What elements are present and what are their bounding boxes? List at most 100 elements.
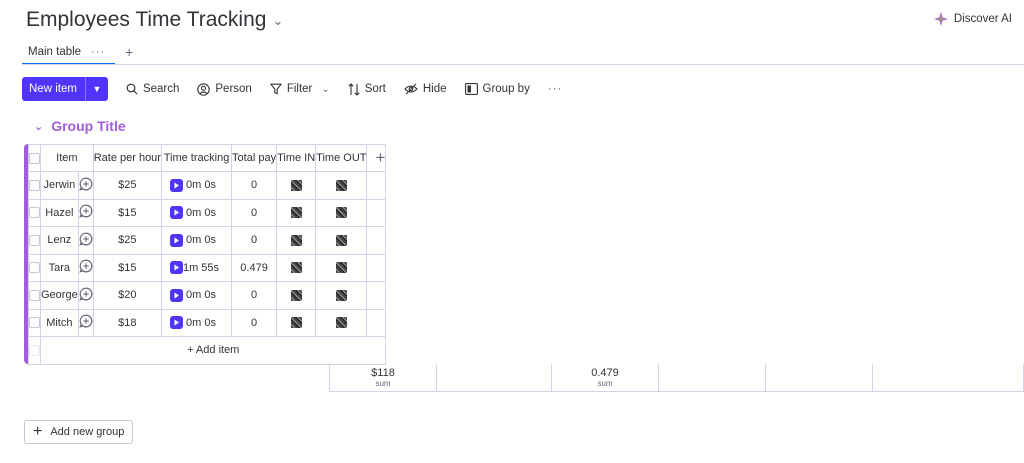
add-update-icon[interactable] xyxy=(78,287,93,301)
select-all-checkbox[interactable] xyxy=(28,144,41,172)
column-header-total-pay[interactable]: Total pay xyxy=(231,144,278,172)
sort-button[interactable]: Sort xyxy=(348,82,386,96)
add-update-button[interactable] xyxy=(77,281,94,310)
pay-summary-cell[interactable]: 0.479 sum xyxy=(552,364,659,391)
add-update-button[interactable] xyxy=(77,226,94,255)
row-checkbox[interactable] xyxy=(28,198,41,227)
item-name-cell[interactable]: Lenz xyxy=(40,226,79,255)
column-header-time-in[interactable]: Time IN xyxy=(276,144,317,172)
time-out-cell[interactable] xyxy=(315,281,368,310)
time-out-cell[interactable] xyxy=(315,226,368,255)
row-checkbox[interactable] xyxy=(28,281,41,310)
file-thumbnail-icon[interactable] xyxy=(335,262,347,274)
rate-cell[interactable]: $18 xyxy=(92,308,162,337)
rate-cell[interactable]: $15 xyxy=(92,253,162,282)
column-header-rate[interactable]: Rate per hour xyxy=(92,144,162,172)
time-tracking-cell[interactable]: 0m 0s xyxy=(160,171,233,200)
time-out-cell[interactable] xyxy=(315,171,368,200)
column-header-time-tracking[interactable]: Time tracking xyxy=(160,144,233,172)
add-update-icon[interactable] xyxy=(78,259,93,273)
item-name-cell[interactable]: Hazel xyxy=(40,198,79,227)
column-header-item[interactable]: Item xyxy=(40,144,94,172)
group-header[interactable]: ⌄ Group Title xyxy=(34,118,126,134)
add-update-button[interactable] xyxy=(77,198,94,227)
hide-button[interactable]: Hide xyxy=(404,83,447,95)
total-pay-cell[interactable]: 0 xyxy=(231,281,278,310)
play-icon[interactable] xyxy=(169,288,183,302)
item-name-cell[interactable]: George xyxy=(40,281,79,310)
checkbox-icon[interactable] xyxy=(29,207,40,219)
new-item-button[interactable]: New item ▼ xyxy=(22,77,108,101)
time-out-cell[interactable] xyxy=(315,198,368,227)
checkbox-icon[interactable] xyxy=(29,234,40,246)
time-tracking-cell[interactable]: 0m 0s xyxy=(160,308,233,337)
add-update-icon[interactable] xyxy=(78,314,93,328)
play-icon[interactable] xyxy=(169,178,183,192)
add-update-button[interactable] xyxy=(77,171,94,200)
chevron-down-icon[interactable]: ▼ xyxy=(92,84,102,94)
time-tracking-cell[interactable]: 0m 0s xyxy=(160,281,233,310)
row-checkbox[interactable] xyxy=(28,253,41,282)
time-in-cell[interactable] xyxy=(276,253,317,282)
time-in-cell[interactable] xyxy=(276,281,317,310)
total-pay-cell[interactable]: 0 xyxy=(231,171,278,200)
add-view-button[interactable]: + xyxy=(125,44,134,60)
checkbox-icon[interactable] xyxy=(29,289,40,301)
time-tracking-cell[interactable]: 0m 0s xyxy=(160,226,233,255)
time-in-cell[interactable] xyxy=(276,308,317,337)
item-name-cell[interactable]: Mitch xyxy=(40,308,79,337)
more-options-button[interactable]: ··· xyxy=(547,83,563,95)
file-thumbnail-icon[interactable] xyxy=(290,289,302,301)
column-header-time-out[interactable]: Time OUT xyxy=(315,144,368,172)
file-thumbnail-icon[interactable] xyxy=(335,317,347,329)
chevron-down-icon[interactable]: ⌄ xyxy=(34,120,44,133)
add-update-button[interactable] xyxy=(77,253,94,282)
time-tracking-cell[interactable]: 1m 55s xyxy=(160,253,233,282)
discover-ai-button[interactable]: Discover AI xyxy=(933,12,1012,26)
file-thumbnail-icon[interactable] xyxy=(290,317,302,329)
file-thumbnail-icon[interactable] xyxy=(290,234,302,246)
time-in-cell[interactable] xyxy=(276,226,317,255)
checkbox-icon[interactable] xyxy=(29,152,40,164)
time-out-cell[interactable] xyxy=(315,308,368,337)
total-pay-cell[interactable]: 0 xyxy=(231,308,278,337)
checkbox-icon[interactable] xyxy=(29,179,40,191)
time-out-cell[interactable] xyxy=(315,253,368,282)
file-thumbnail-icon[interactable] xyxy=(335,207,347,219)
row-checkbox[interactable] xyxy=(28,226,41,255)
file-thumbnail-icon[interactable] xyxy=(290,262,302,274)
chevron-down-icon[interactable]: ⌄ xyxy=(272,13,284,28)
chevron-down-icon[interactable]: ⌄ xyxy=(321,83,330,95)
file-thumbnail-icon[interactable] xyxy=(335,234,347,246)
file-thumbnail-icon[interactable] xyxy=(335,179,347,191)
time-in-cell[interactable] xyxy=(276,171,317,200)
add-update-icon[interactable] xyxy=(78,177,93,191)
file-thumbnail-icon[interactable] xyxy=(290,179,302,191)
total-pay-cell[interactable]: 0.479 xyxy=(231,253,278,282)
total-pay-cell[interactable]: 0 xyxy=(231,198,278,227)
add-update-icon[interactable] xyxy=(78,204,93,218)
play-icon[interactable] xyxy=(169,233,183,247)
group-by-button[interactable]: Group by xyxy=(464,83,530,95)
rate-cell[interactable]: $25 xyxy=(92,171,162,200)
rate-cell[interactable]: $25 xyxy=(92,226,162,255)
tab-options-icon[interactable]: ··· xyxy=(91,46,106,58)
filter-button[interactable]: Filter ⌄ xyxy=(270,83,330,95)
play-icon[interactable] xyxy=(169,316,183,330)
search-button[interactable]: Search xyxy=(126,83,179,95)
add-item-input[interactable]: + Add item xyxy=(39,336,387,365)
rate-cell[interactable]: $20 xyxy=(92,281,162,310)
rate-cell[interactable]: $15 xyxy=(92,198,162,227)
rate-summary-cell[interactable]: $118 sum xyxy=(330,364,437,391)
add-new-group-button[interactable]: + Add new group xyxy=(24,420,134,444)
add-update-button[interactable] xyxy=(77,308,94,337)
add-column-button[interactable]: + xyxy=(366,144,387,172)
checkbox-icon[interactable] xyxy=(29,262,40,274)
file-thumbnail-icon[interactable] xyxy=(335,289,347,301)
tab-main-table[interactable]: Main table ··· xyxy=(22,40,116,65)
time-tracking-cell[interactable]: 0m 0s xyxy=(160,198,233,227)
play-icon[interactable] xyxy=(169,206,183,220)
item-name-cell[interactable]: Jerwin xyxy=(40,171,79,200)
person-filter-button[interactable]: Person xyxy=(197,82,252,96)
play-icon[interactable] xyxy=(169,261,183,275)
